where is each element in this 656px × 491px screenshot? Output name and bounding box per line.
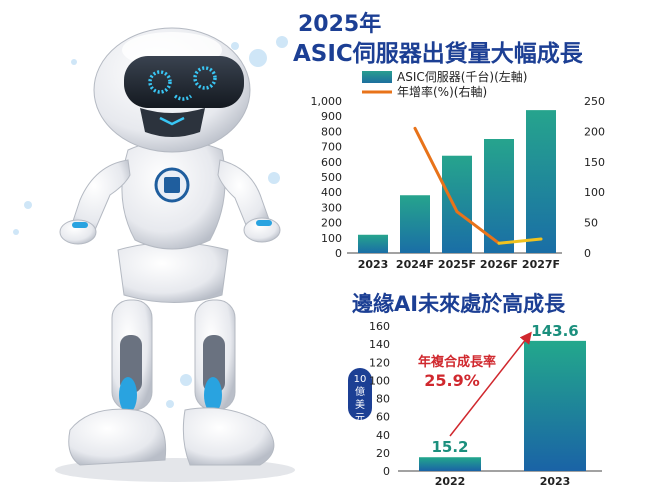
x-axis-label: 2023 [540, 475, 571, 488]
left-axis-tick: 700 [321, 141, 342, 154]
right-axis-tick: 250 [584, 95, 605, 108]
growth-arrow [449, 331, 532, 437]
left-axis-tick: 800 [321, 125, 342, 138]
title-asic-growth: ASIC伺服器出貨量大幅成長 [293, 41, 583, 67]
left-axis-tick: 400 [321, 186, 342, 199]
left-axis-tick: 100 [321, 232, 342, 245]
robot-visor [124, 56, 244, 108]
asic-shipment-chart: ASIC伺服器(千台)(左軸) 年增率(%)(右軸) 0 100 200 300 400… [311, 69, 606, 271]
edge-ai-bar [419, 457, 481, 471]
right-axis-tick: 200 [584, 125, 605, 138]
bar-value-label: 15.2 [431, 438, 468, 456]
right-axis-tick: 150 [584, 156, 605, 169]
growth-rate-line-segment [497, 237, 543, 245]
x-axis-label: 2023 [358, 258, 389, 271]
left-axis-tick: 1,000 [311, 95, 343, 108]
x-axis-label: 2027F [522, 258, 560, 271]
unit-label: 億 [355, 385, 365, 398]
legend-label-line: 年增率(%)(右軸) [397, 84, 487, 99]
x-axis-label: 2024F [396, 258, 434, 271]
left-axis-tick: 200 [321, 217, 342, 230]
unit-label: 元 [355, 413, 365, 424]
left-axis-tick: 300 [321, 201, 342, 214]
y-axis-tick: 140 [369, 338, 390, 351]
y-axis-tick: 80 [376, 393, 390, 406]
knee-light-right [204, 377, 222, 413]
growth-rate-line-segment [413, 126, 459, 214]
y-axis-tick: 20 [376, 447, 390, 460]
edge-ai-bar [524, 340, 586, 471]
left-axis-tick: 500 [321, 171, 342, 184]
legend-swatch-bar [362, 71, 392, 83]
legend-label-bar: ASIC伺服器(千台)(左軸) [397, 69, 527, 84]
cagr-value: 25.9% [424, 371, 480, 390]
bubble-decoration [13, 36, 288, 408]
unit-label: 10 [354, 374, 367, 385]
bar-value-label: 143.6 [531, 322, 578, 340]
y-axis-tick: 0 [383, 465, 390, 478]
left-axis-tick: 900 [321, 110, 342, 123]
y-axis-tick: 40 [376, 429, 390, 442]
growth-rate-line-segment [455, 210, 501, 245]
knee-light-left [119, 377, 137, 413]
y-axis-tick: 60 [376, 411, 390, 424]
robot-illustration [13, 27, 295, 482]
shipment-bar [400, 195, 430, 253]
right-axis-tick: 0 [584, 247, 591, 260]
unit-label: 美 [355, 398, 365, 411]
shipment-bar [526, 110, 556, 253]
left-axis-tick: 0 [335, 247, 342, 260]
x-axis-label: 2025F [438, 258, 476, 271]
x-axis-label: 2022 [435, 475, 466, 488]
shipment-bar [358, 234, 388, 253]
y-axis-tick: 120 [369, 356, 390, 369]
y-axis-tick: 100 [369, 374, 390, 387]
right-axis-tick: 50 [584, 217, 598, 230]
title-year: 2025年 [298, 12, 382, 37]
x-axis-label: 2026F [480, 258, 518, 271]
unit-badge [348, 368, 372, 420]
shipment-bar [442, 155, 472, 253]
cagr-label: 年複合成長率 [418, 354, 496, 370]
y-axis-tick: 160 [369, 320, 390, 333]
title-edge-ai: 邊緣AI未來處於高成長 [352, 292, 566, 316]
right-axis-tick: 100 [584, 186, 605, 199]
left-axis-tick: 600 [321, 156, 342, 169]
